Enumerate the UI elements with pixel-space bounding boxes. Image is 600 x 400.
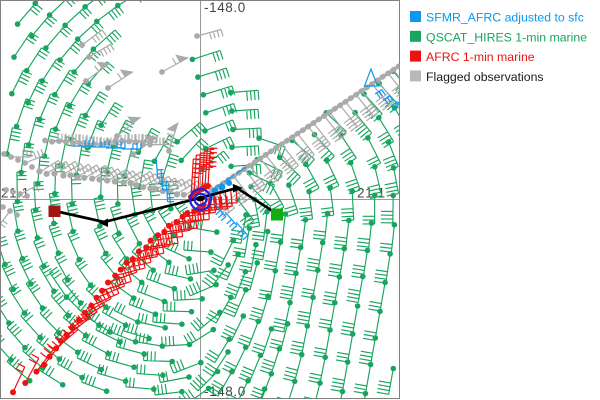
- svg-text:QSCAT_HIRES 1-min marine: QSCAT_HIRES 1-min marine: [426, 30, 587, 44]
- svg-text:SFMR_AFRC adjusted to sfc: SFMR_AFRC adjusted to sfc: [426, 11, 584, 25]
- svg-text:Flagged observations: Flagged observations: [426, 70, 544, 84]
- svg-text:-148.0: -148.0: [204, 384, 246, 399]
- svg-text:-148.0: -148.0: [204, 0, 246, 15]
- svg-text:AFRC 1-min marine: AFRC 1-min marine: [426, 50, 535, 64]
